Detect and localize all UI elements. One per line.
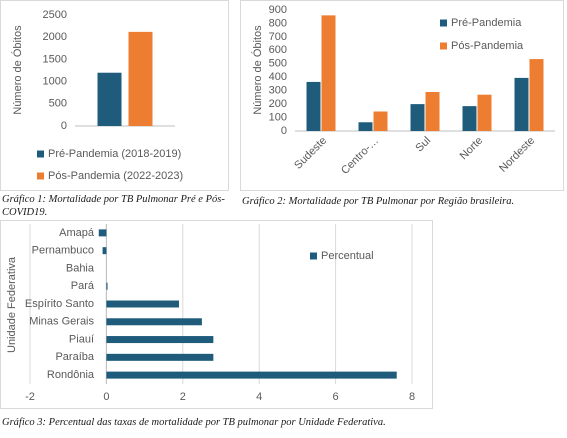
y-tick-label: Pará	[71, 280, 95, 292]
bar	[529, 59, 544, 132]
y-tick-label: 1500	[43, 53, 67, 65]
y-tick-label: Pernambuco	[32, 245, 94, 257]
y-axis-label: Número de Óbitos	[11, 25, 24, 115]
legend-label: Pré-Pandemia (2018-2019)	[48, 148, 181, 160]
legend-swatch	[37, 172, 44, 180]
bar	[321, 15, 336, 132]
legend-label: Pós-Pandemia (2022-2023)	[48, 170, 183, 182]
bar	[306, 81, 321, 131]
x-tick-label: 2	[180, 391, 186, 403]
caption: Gráfico 2: Mortalidade por TB Pulmonar p…	[242, 196, 515, 207]
x-tick-label: 8	[409, 391, 415, 403]
y-tick-label: 0	[61, 120, 67, 132]
y-tick-label: Rondônia	[47, 369, 95, 381]
bar	[128, 31, 153, 126]
y-tick-label: 500	[269, 58, 287, 70]
bar	[97, 72, 122, 126]
caption: Gráfico 3: Percentual das taxas de morta…	[2, 417, 386, 428]
y-tick-label: 2500	[43, 9, 67, 21]
bar	[514, 77, 529, 131]
bar	[410, 104, 425, 131]
bar	[106, 353, 214, 361]
legend-label: Pré-Pandemia	[451, 17, 522, 29]
y-tick-label: 1000	[43, 76, 67, 88]
y-axis-label: Número de Óbitos	[251, 25, 264, 115]
caption: Gráfico 1: Mortalidade por TB Pulmonar P…	[2, 194, 225, 218]
legend-swatch	[37, 150, 44, 158]
bar	[106, 336, 214, 344]
y-tick-label: 600	[269, 44, 287, 56]
y-tick-label: 800	[269, 17, 287, 29]
chart-frame	[240, 0, 564, 191]
legend-label: Percentual	[321, 250, 374, 262]
y-tick-label: 400	[269, 71, 287, 83]
legend-swatch	[440, 19, 447, 27]
y-tick-label: Piauí	[69, 333, 94, 345]
x-tick-label: Sul	[413, 135, 433, 155]
x-tick-label: -2	[25, 391, 35, 403]
y-tick-label: 0	[281, 125, 287, 137]
x-tick-label: Centro-…	[339, 135, 381, 177]
y-axis-label: Unidade Federativa	[6, 256, 18, 353]
x-tick-label: Norte	[458, 135, 486, 163]
y-tick-label: 700	[269, 31, 287, 43]
bar	[477, 94, 492, 131]
y-tick-label: Espírito Santo	[25, 298, 94, 310]
y-tick-label: 900	[269, 4, 287, 16]
bar	[462, 106, 477, 131]
bar	[106, 318, 202, 326]
legend-swatch	[310, 252, 317, 260]
y-tick-label: 100	[269, 111, 287, 123]
bar	[106, 300, 179, 308]
bar	[358, 122, 373, 131]
bar	[102, 247, 107, 255]
y-tick-label: Bahia	[66, 262, 95, 274]
y-tick-label: Paraíba	[55, 351, 94, 363]
y-tick-label: Amapá	[59, 227, 95, 239]
bar	[98, 229, 107, 237]
x-tick-label: Nordeste	[497, 135, 537, 175]
x-tick-label: 6	[333, 391, 339, 403]
bar	[425, 92, 440, 131]
y-tick-label: 500	[49, 98, 67, 110]
x-tick-label: Sudeste	[292, 135, 329, 172]
bar	[106, 282, 108, 290]
bar	[106, 371, 397, 379]
y-tick-label: 2000	[43, 31, 67, 43]
bar	[373, 111, 388, 131]
chart-frame	[0, 220, 433, 409]
legend-label: Pós-Pandemia	[451, 40, 524, 52]
y-tick-label: Minas Gerais	[29, 316, 94, 328]
chart-frame	[0, 0, 229, 191]
legend-swatch	[440, 42, 447, 50]
x-tick-label: 4	[256, 391, 262, 403]
y-tick-label: 300	[269, 85, 287, 97]
y-tick-label: 200	[269, 98, 287, 110]
x-tick-label: 0	[103, 391, 109, 403]
